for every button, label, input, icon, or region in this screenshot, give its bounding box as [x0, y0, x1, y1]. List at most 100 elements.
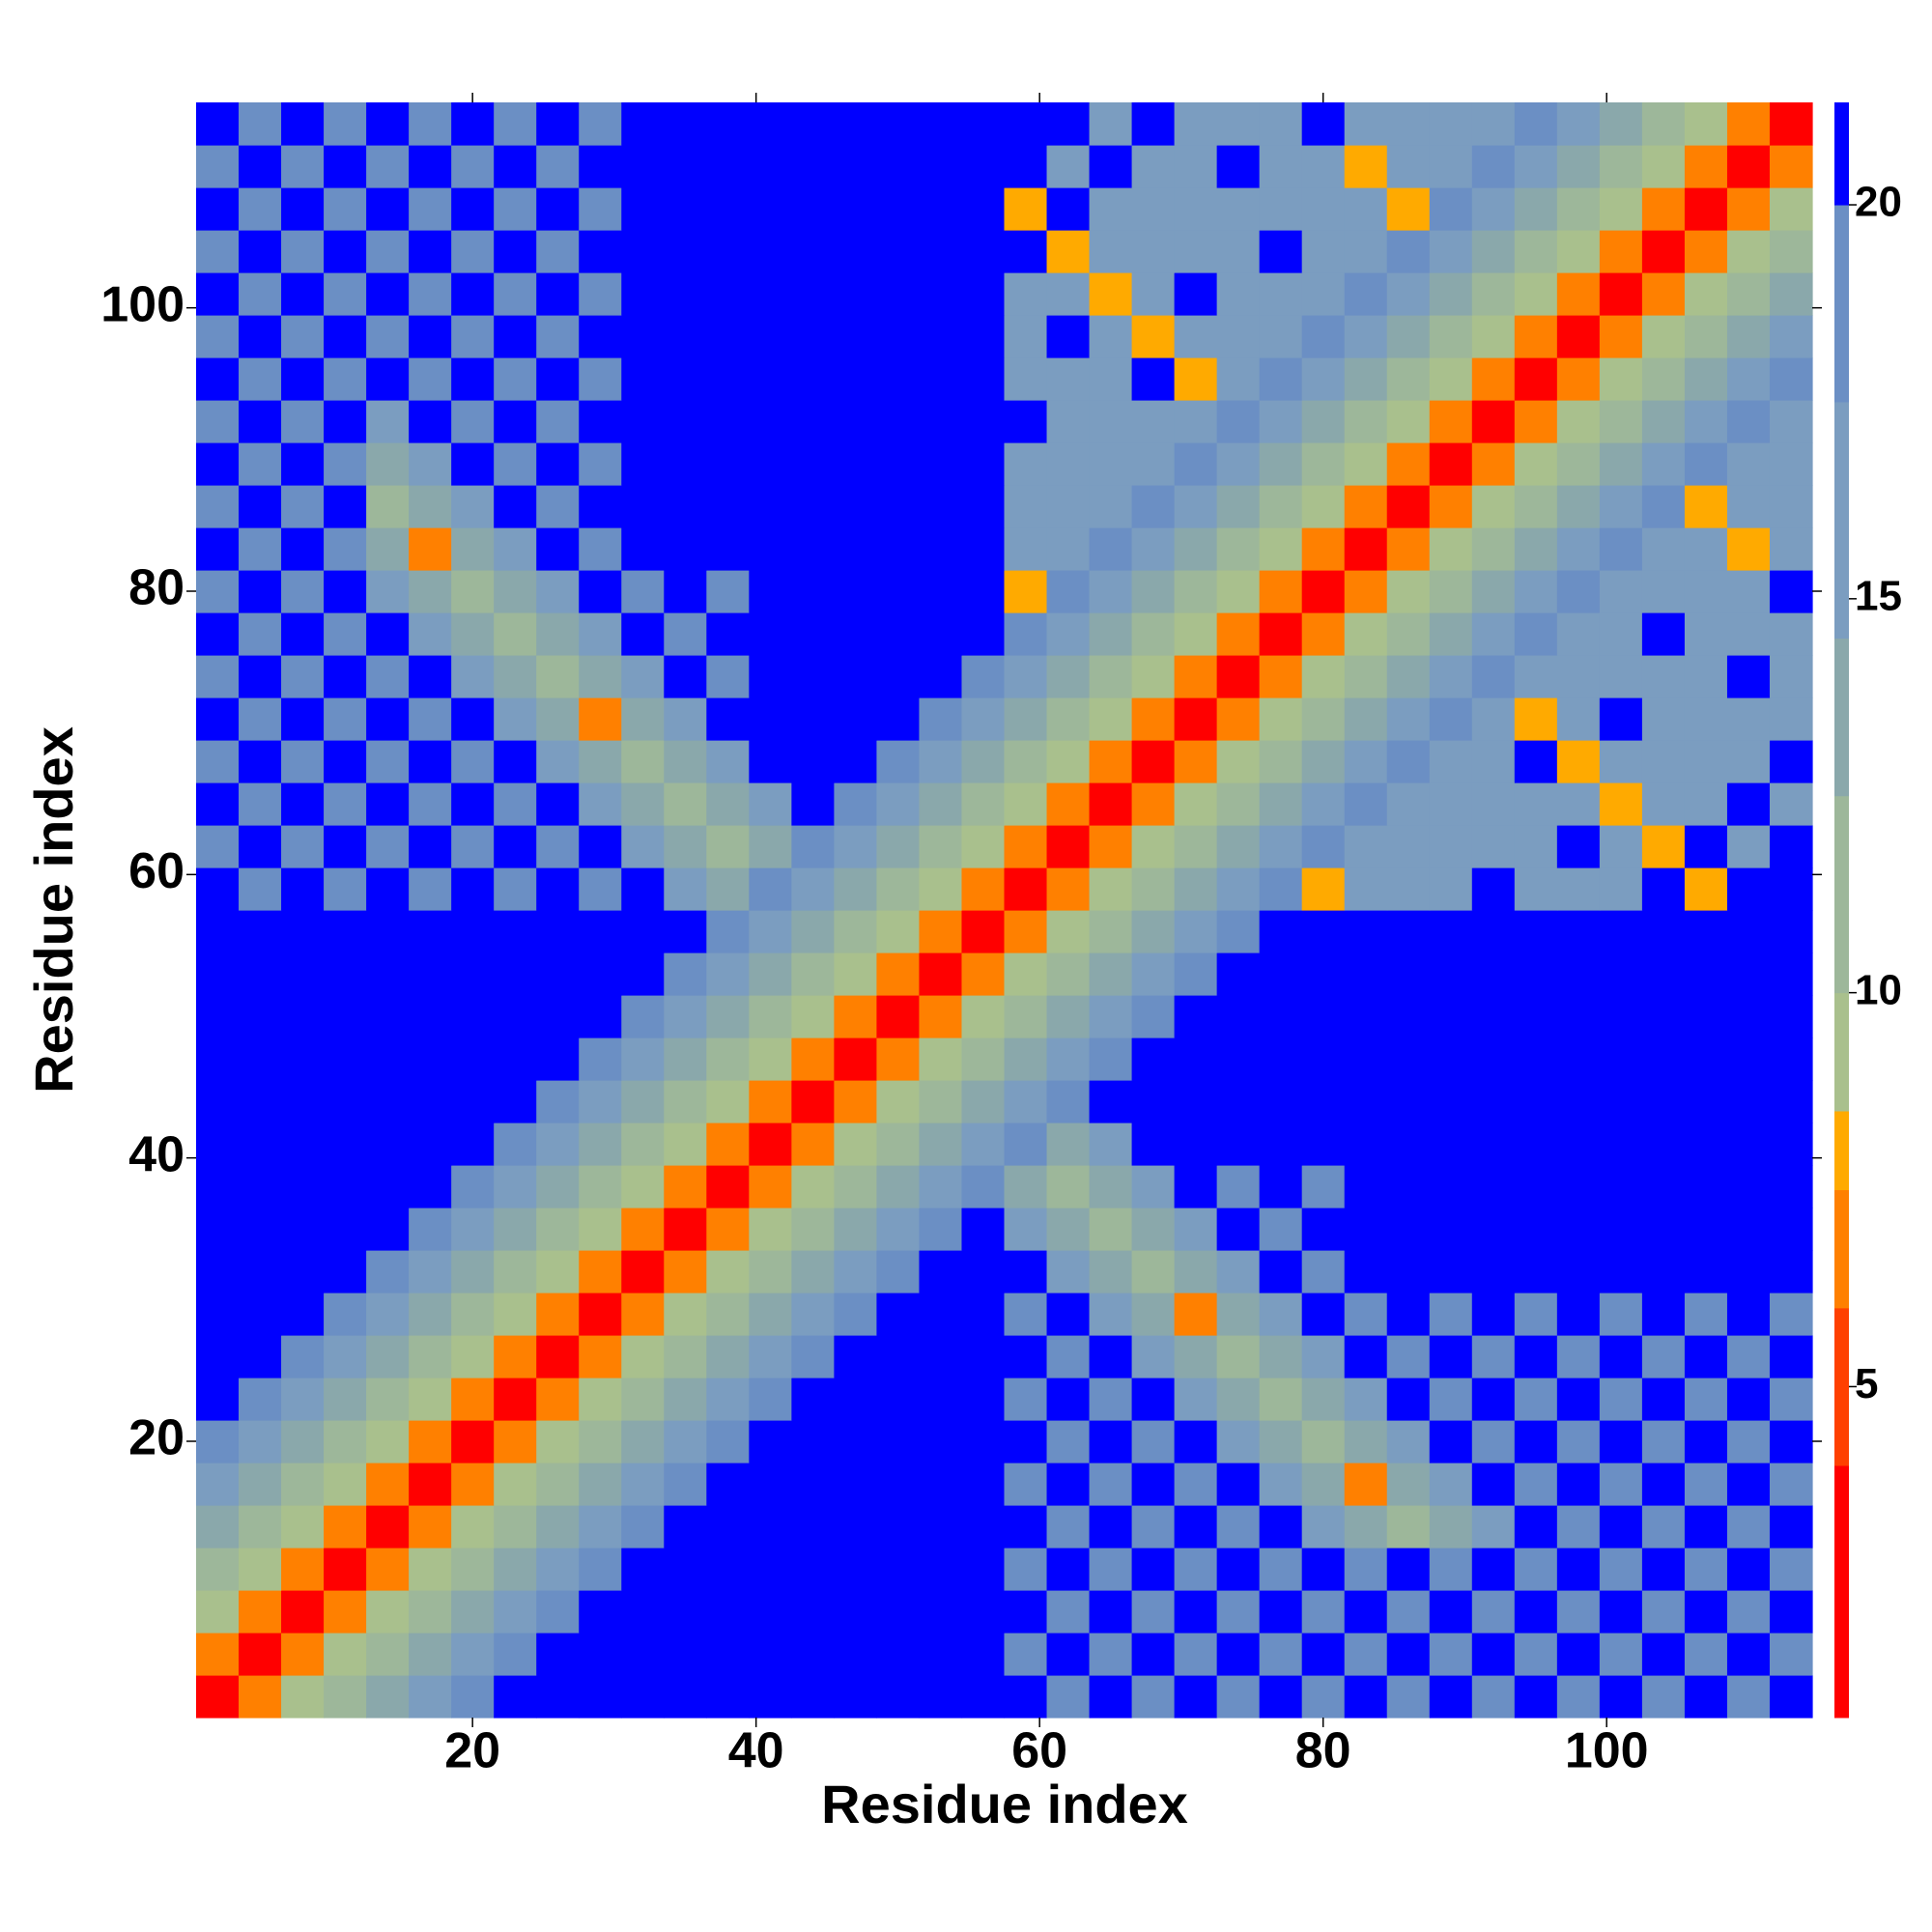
heatmap-cell — [1429, 1293, 1473, 1336]
heatmap-cell — [1089, 1037, 1133, 1081]
heatmap-cell — [1216, 910, 1261, 953]
heatmap-cell — [1726, 825, 1771, 868]
heatmap-cell — [1046, 740, 1091, 783]
heatmap-cell — [749, 1463, 792, 1506]
heatmap-cell — [239, 697, 282, 741]
heatmap-cell — [1174, 952, 1218, 996]
heatmap-cell — [1216, 655, 1261, 698]
heatmap-cell — [1174, 570, 1218, 613]
heatmap-cell — [1344, 867, 1388, 911]
heatmap-cell — [664, 272, 707, 316]
heatmap-cell — [1344, 272, 1388, 316]
heatmap-cell — [1131, 1548, 1176, 1591]
heatmap-cell — [791, 1080, 835, 1123]
heatmap-cell — [1046, 272, 1091, 316]
heatmap-cell — [1259, 1208, 1303, 1251]
heatmap-cell — [196, 527, 240, 571]
heatmap-cell — [791, 740, 835, 783]
heatmap-cell — [366, 867, 410, 911]
heatmap-cell — [1174, 1675, 1218, 1719]
heatmap-cell — [834, 740, 878, 783]
heatmap-cell — [1769, 1463, 1813, 1506]
heatmap-cell — [579, 102, 622, 146]
heatmap-cell — [1599, 1293, 1643, 1336]
heatmap-cell — [1641, 442, 1686, 486]
heatmap-cell — [1216, 1165, 1261, 1208]
heatmap-cell — [324, 230, 367, 273]
heatmap-cell — [1769, 1250, 1813, 1293]
heatmap-cell — [409, 1080, 452, 1123]
heatmap-cell — [919, 1250, 963, 1293]
heatmap-cell — [1004, 1250, 1048, 1293]
heatmap-cell — [664, 867, 707, 911]
heatmap-cell — [281, 1293, 325, 1336]
heatmap-cell — [749, 995, 792, 1038]
heatmap-cell — [494, 1250, 537, 1293]
heatmap-cell — [1259, 187, 1303, 231]
heatmap-cell — [1556, 1165, 1601, 1208]
heatmap-cell — [834, 782, 878, 826]
heatmap-cell — [239, 1293, 282, 1336]
heatmap-cell — [1259, 527, 1303, 571]
heatmap-cell — [239, 1208, 282, 1251]
heatmap-cell — [1259, 315, 1303, 358]
heatmap-cell — [791, 697, 835, 741]
heatmap-cell — [196, 102, 240, 146]
heatmap-cell — [239, 357, 282, 401]
heatmap-cell — [1726, 315, 1771, 358]
heatmap-cell — [239, 315, 282, 358]
heatmap-cell — [749, 485, 792, 528]
heatmap-cell — [1301, 1548, 1346, 1591]
heatmap-cell — [451, 952, 495, 996]
heatmap-cell — [791, 1037, 835, 1081]
heatmap-cell — [1684, 315, 1728, 358]
heatmap-cell — [706, 400, 750, 443]
heatmap-cell — [281, 1165, 325, 1208]
heatmap-cell — [1599, 1420, 1643, 1463]
heatmap-cell — [1684, 655, 1728, 698]
heatmap-cell — [239, 782, 282, 826]
heatmap-cell — [1216, 1675, 1261, 1719]
heatmap-cell — [834, 1165, 878, 1208]
heatmap-cell — [196, 187, 240, 231]
heatmap-cell — [749, 187, 792, 231]
heatmap-cell — [1514, 952, 1558, 996]
heatmap-cell — [281, 570, 325, 613]
heatmap-cell — [1471, 1590, 1516, 1634]
heatmap-cell — [1599, 272, 1643, 316]
heatmap-cell — [706, 1165, 750, 1208]
heatmap-cell — [1259, 697, 1303, 741]
y-tick-label: 80 — [128, 560, 185, 616]
heatmap-cell — [834, 272, 878, 316]
heatmap-cell — [706, 527, 750, 571]
heatmap-cell — [834, 910, 878, 953]
heatmap-cell — [791, 612, 835, 656]
heatmap-cell — [536, 1590, 580, 1634]
heatmap-cell — [1131, 697, 1176, 741]
heatmap-cell — [451, 867, 495, 911]
heatmap-cell — [1046, 1250, 1091, 1293]
heatmap-cell — [664, 1463, 707, 1506]
heatmap-cell — [1046, 910, 1091, 953]
heatmap-cell — [1514, 272, 1558, 316]
heatmap-cell — [664, 1378, 707, 1421]
heatmap-cell — [196, 1463, 240, 1506]
heatmap-cell — [1174, 1590, 1218, 1634]
heatmap-cell — [1131, 1037, 1176, 1081]
heatmap-cell — [451, 697, 495, 741]
heatmap-cell — [919, 187, 963, 231]
heatmap-cell — [1429, 697, 1473, 741]
heatmap-cell — [1514, 867, 1558, 911]
heatmap-cell — [579, 612, 622, 656]
heatmap-cell — [919, 1548, 963, 1591]
heatmap-cell — [366, 782, 410, 826]
heatmap-cell — [749, 910, 792, 953]
heatmap-cell — [281, 400, 325, 443]
heatmap-cell — [749, 1633, 792, 1676]
heatmap-cell — [1556, 442, 1601, 486]
heatmap-cell — [1726, 867, 1771, 911]
heatmap-cell — [1131, 1420, 1176, 1463]
colorbar-segment — [1834, 638, 1849, 797]
heatmap-cell — [239, 655, 282, 698]
heatmap-cell — [1216, 740, 1261, 783]
